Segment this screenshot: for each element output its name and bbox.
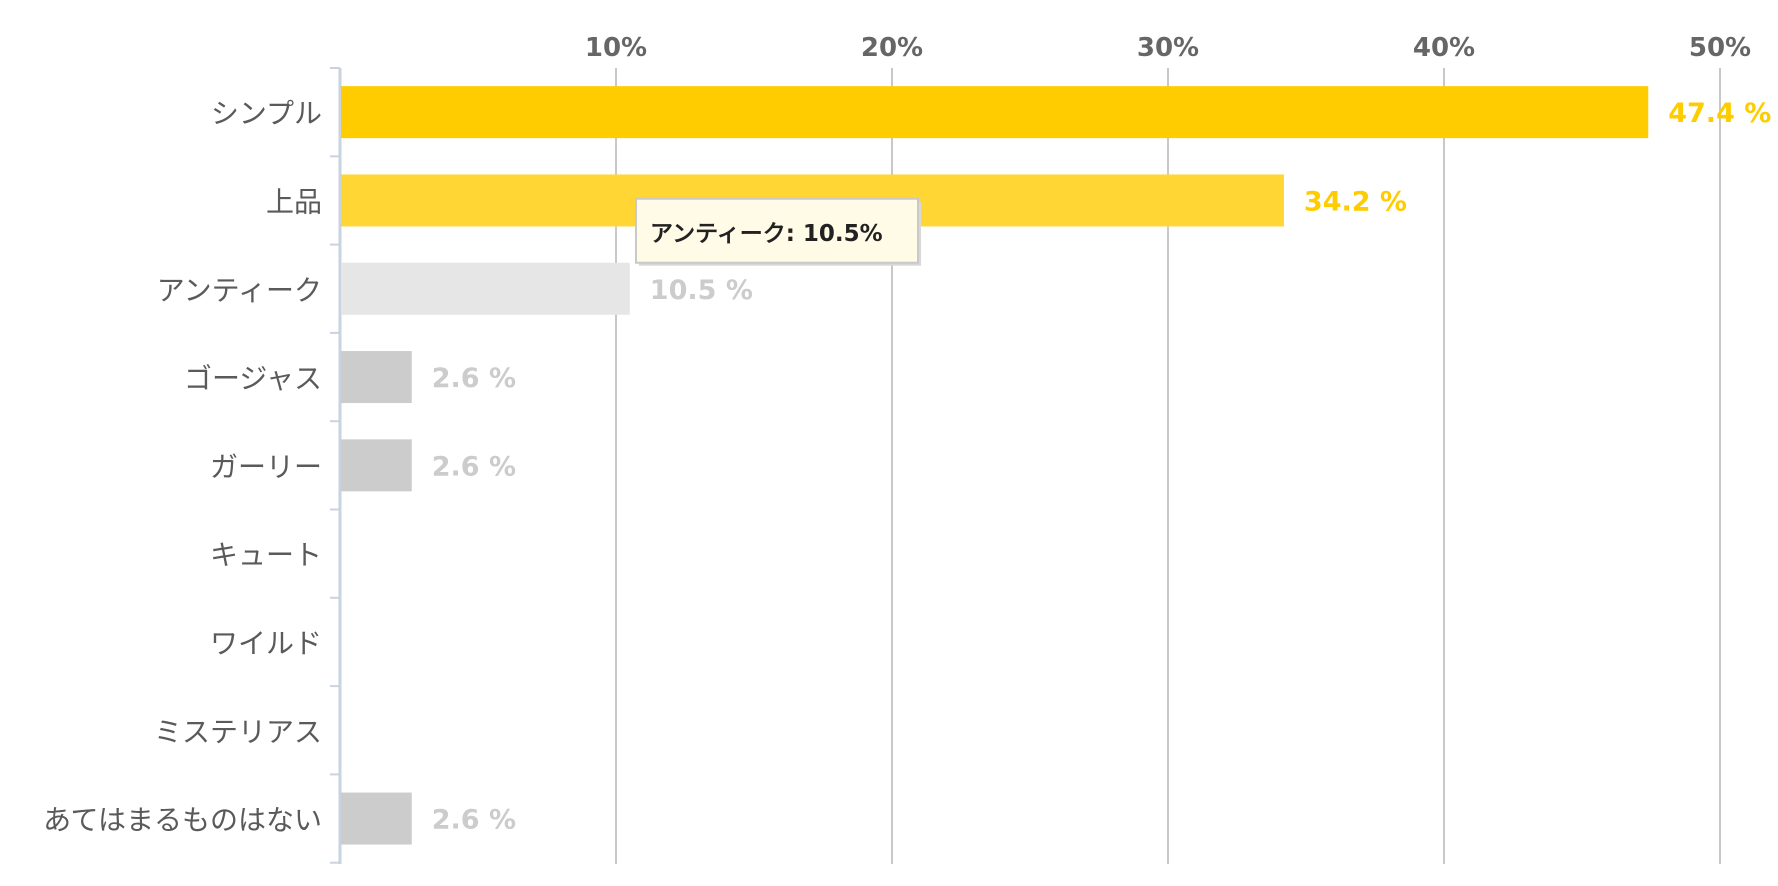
value-label: 10.5 % (650, 275, 753, 306)
bars (341, 86, 1649, 845)
category-label: ミステリアス (154, 715, 322, 748)
value-label: 2.6 % (432, 805, 516, 836)
bar[interactable] (341, 262, 630, 315)
x-tick-label: 10% (585, 33, 647, 63)
tooltip: アンティーク: 10.5% (635, 197, 921, 266)
category-label: 上品 (266, 185, 322, 218)
tooltip-box (635, 197, 919, 264)
bar[interactable] (341, 792, 412, 845)
category-label: アンティーク (157, 274, 322, 307)
category-labels: シンプル上品アンティークゴージャスガーリーキュートワイルドミステリアスあてはまる… (43, 97, 322, 836)
x-tick-label: 50% (1689, 33, 1751, 63)
x-tick-label: 30% (1137, 33, 1199, 63)
value-labels: 47.4 % 34.2 % 10.5 % 2.6 % 2.6 % 2.6 % (432, 98, 1772, 835)
bar[interactable] (341, 86, 1649, 139)
tooltip-text: アンティーク: 10.5% (650, 221, 883, 247)
category-label: あてはまるものはない (43, 804, 322, 837)
category-label: キュート (210, 539, 322, 572)
x-tick-label: 40% (1413, 33, 1475, 63)
category-axis (330, 67, 342, 864)
category-label: ゴージャス (184, 362, 322, 395)
value-label: 47.4 % (1668, 98, 1771, 129)
category-label: ワイルド (210, 627, 322, 660)
value-label: 2.6 % (432, 451, 516, 482)
bar[interactable] (341, 351, 412, 404)
x-tick-label: 20% (861, 33, 923, 63)
x-axis-ticks: 10% 20% 30% 40% 50% (585, 33, 1751, 63)
value-label: 2.6 % (432, 363, 516, 394)
value-label: 34.2 % (1304, 186, 1407, 217)
category-label: ガーリー (210, 450, 322, 483)
category-label: シンプル (211, 97, 322, 130)
bar[interactable] (341, 439, 412, 492)
